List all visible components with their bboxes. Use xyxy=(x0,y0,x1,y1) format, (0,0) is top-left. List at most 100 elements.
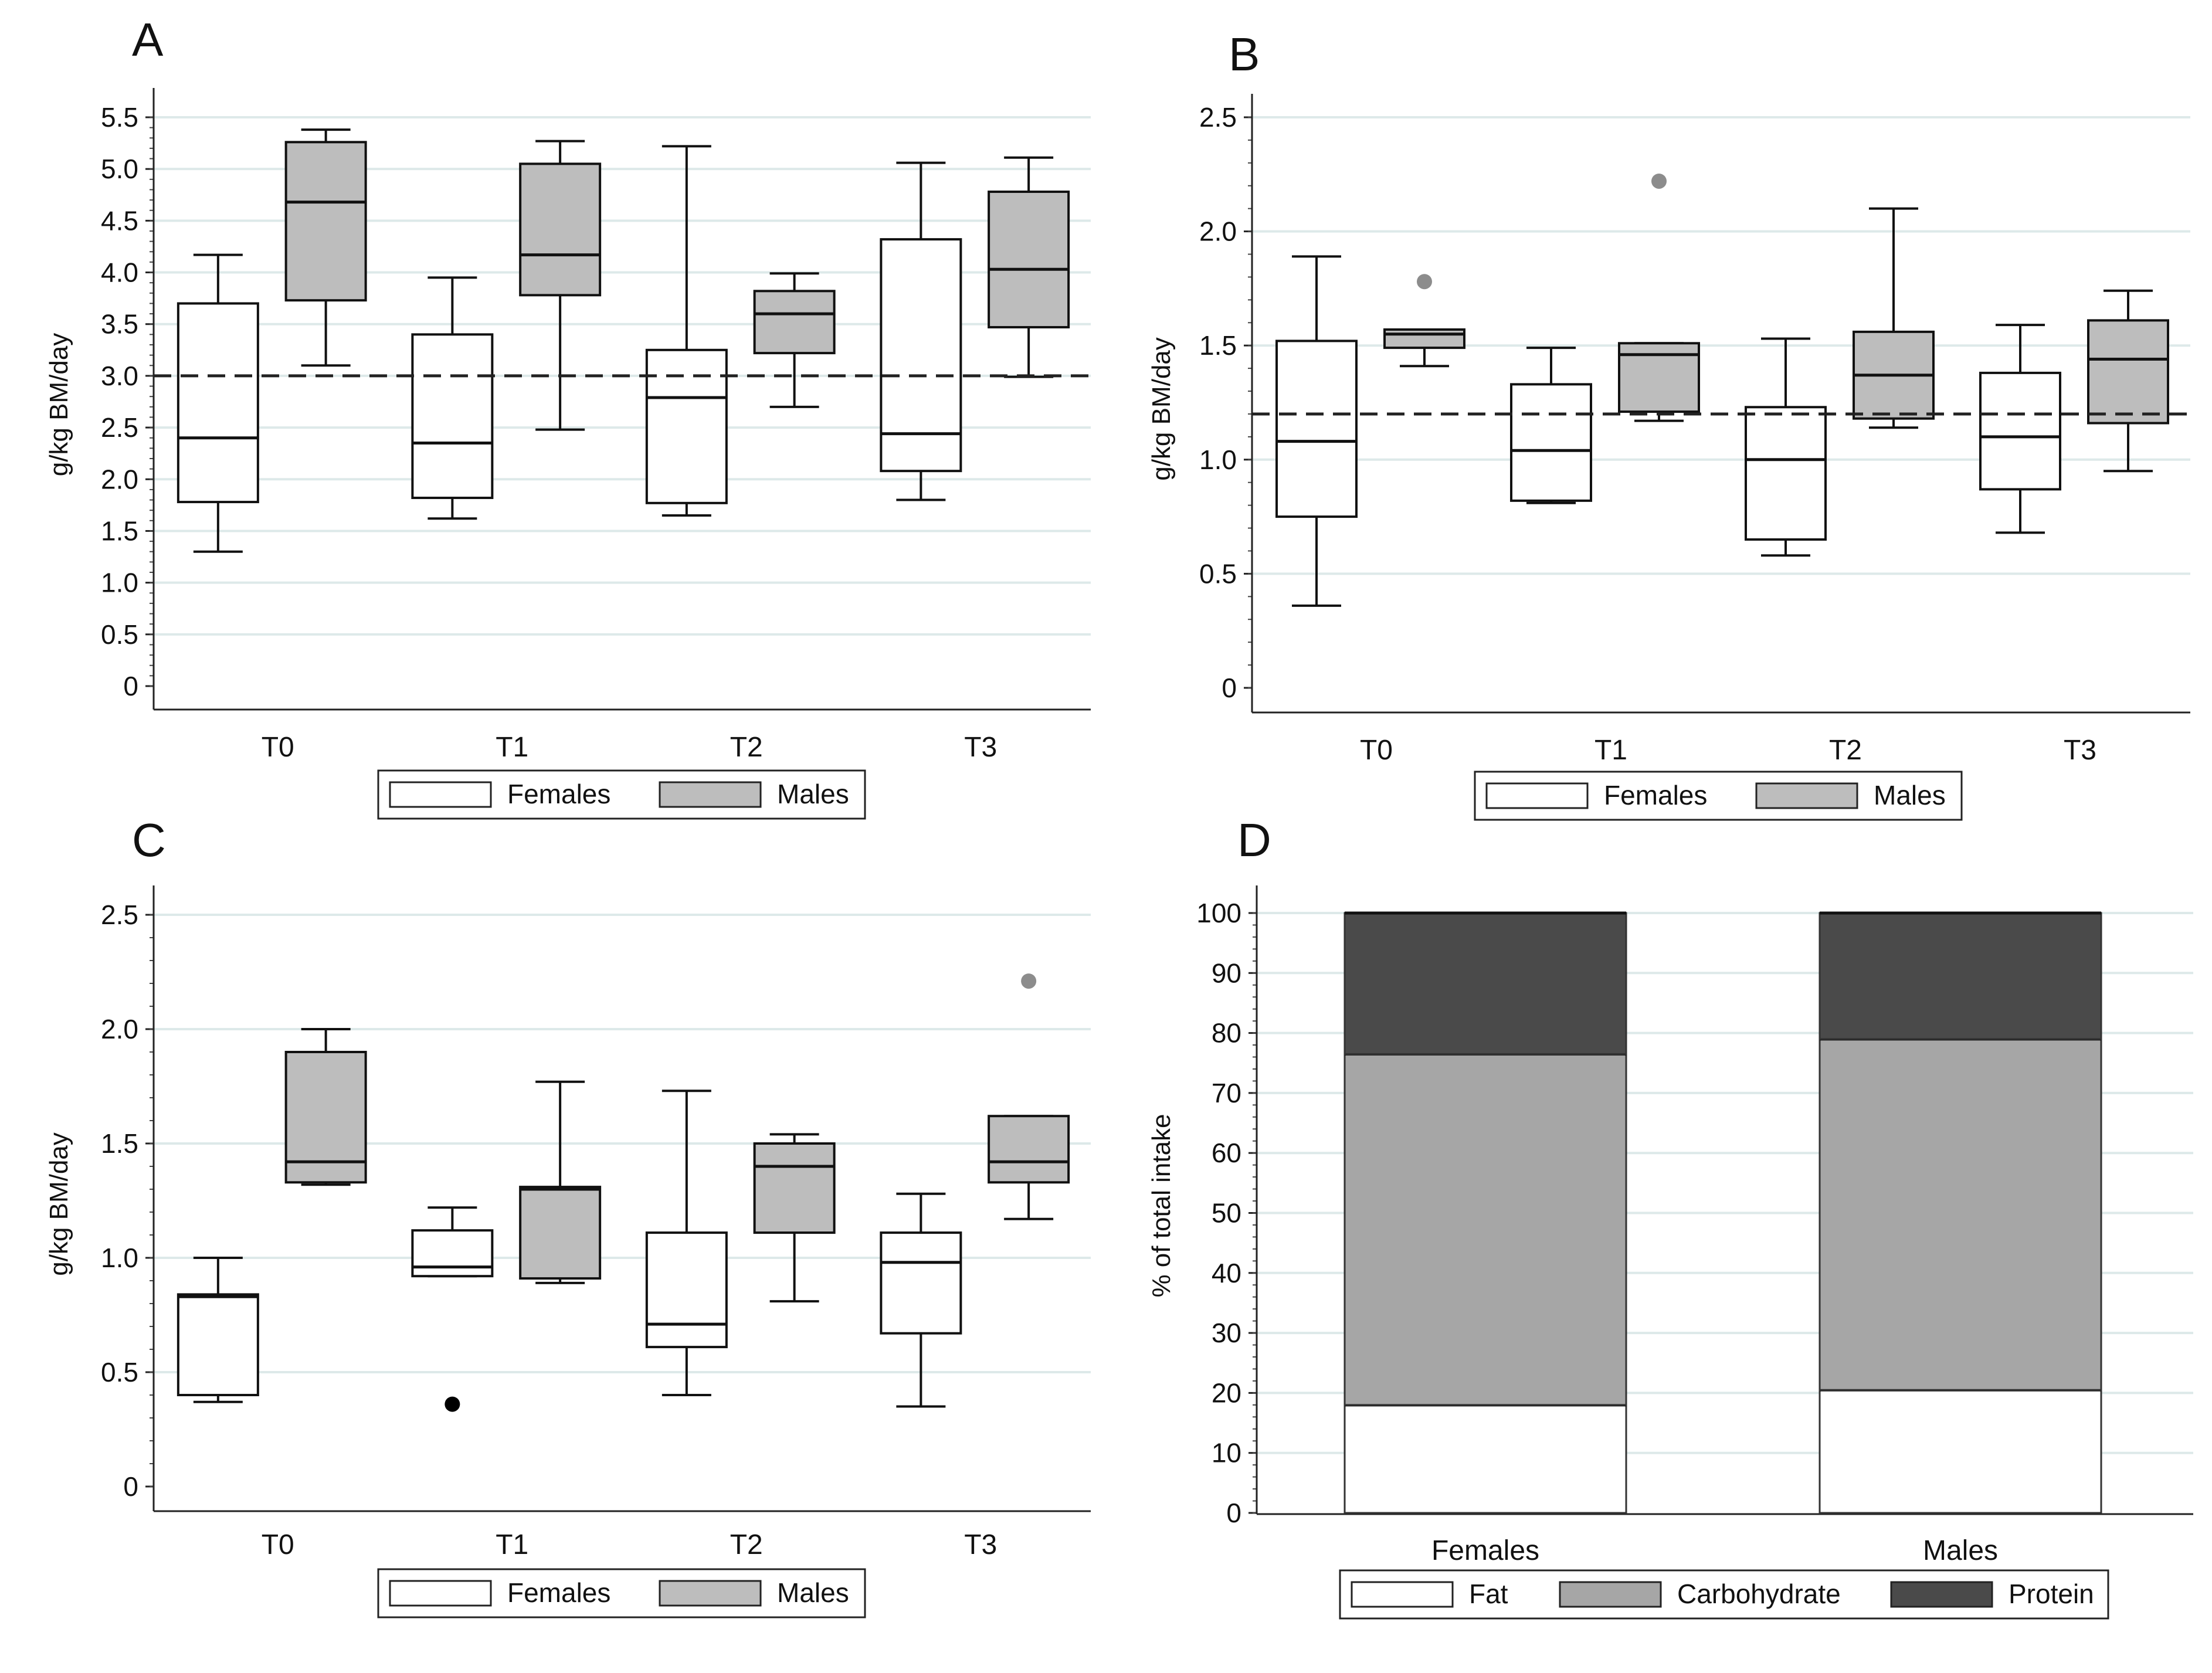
panel-letter: B xyxy=(1229,28,1260,80)
iqr-box xyxy=(1275,340,1358,518)
outlier-point xyxy=(1021,973,1037,989)
y-axis-label: g/kg BM/day xyxy=(45,1132,73,1276)
panel-b: B 0 0.5 1.0 1.5 2.0 2.5 g/kg BM/day T0 T1 T2 T3 Fema… xyxy=(1147,28,2190,821)
legend-label-females: Females xyxy=(507,1577,610,1608)
male-box-t2 xyxy=(753,272,836,408)
iqr-box xyxy=(177,302,259,504)
male-box-t1 xyxy=(1618,173,1700,422)
y-tick-label: 5.0 xyxy=(101,154,138,184)
bar-protein-males xyxy=(1819,912,2102,1040)
legend-label-protein: Protein xyxy=(2009,1579,2094,1609)
legend: Fat Carbohydrate Protein xyxy=(1339,1569,2109,1620)
bar-fat-males xyxy=(1819,1389,2102,1514)
panel-letter: A xyxy=(132,13,164,66)
y-tick-label: 70 xyxy=(1212,1078,1241,1108)
y-tick-label: 2.0 xyxy=(101,1014,138,1044)
female-box-t3 xyxy=(880,1192,962,1408)
iqr-box xyxy=(1745,406,1827,541)
y-tick-label: 40 xyxy=(1212,1258,1241,1288)
y-tick-label: 2.5 xyxy=(1199,102,1237,133)
female-box-t1 xyxy=(411,276,494,520)
y-tick-label: 2.0 xyxy=(1199,216,1237,247)
y-tick-label: 0.5 xyxy=(1199,558,1237,589)
y-tick-label: 1.5 xyxy=(101,1128,138,1159)
iqr-box xyxy=(177,1293,259,1396)
x-category-label: T0 xyxy=(1360,735,1393,766)
legend-swatch-males xyxy=(659,781,762,808)
outlier-point xyxy=(1417,274,1432,290)
iqr-box xyxy=(519,1186,602,1280)
x-category-label: T1 xyxy=(496,1529,528,1560)
x-category-label: T1 xyxy=(1594,735,1627,766)
y-tick-label: 30 xyxy=(1212,1318,1241,1348)
iqr-box xyxy=(645,1231,728,1349)
y-tick-label: 60 xyxy=(1212,1138,1241,1168)
female-box-t0 xyxy=(177,1257,259,1403)
iqr-box xyxy=(284,141,367,302)
y-tick-label: 50 xyxy=(1212,1198,1241,1229)
y-tick-label: 1.0 xyxy=(101,1243,138,1273)
iqr-box xyxy=(1383,328,1465,349)
female-box-t2 xyxy=(645,145,728,517)
x-category-label: T2 xyxy=(730,732,763,763)
legend-swatch-carbohydrate xyxy=(1559,1581,1662,1608)
bar-carbohydrate-females xyxy=(1344,1053,1627,1406)
legend-label-females: Females xyxy=(507,779,610,809)
legend-label-males: Males xyxy=(1874,780,1946,810)
iqr-box xyxy=(880,238,962,473)
iqr-box xyxy=(988,190,1070,329)
y-tick-label: 10 xyxy=(1212,1438,1241,1468)
y-tick-label: 2.5 xyxy=(101,412,138,443)
y-tick-label: 80 xyxy=(1212,1018,1241,1048)
outlier-point xyxy=(1651,173,1667,189)
iqr-box xyxy=(2087,319,2169,425)
x-category-label: Females xyxy=(1431,1535,1539,1566)
iqr-box xyxy=(1979,371,2061,491)
legend-swatch-protein xyxy=(1890,1581,1993,1608)
y-tick-label: 0 xyxy=(1222,673,1237,703)
y-axis-label: g/kg BM/day xyxy=(45,333,73,477)
iqr-box xyxy=(1510,383,1592,502)
y-tick-label: 20 xyxy=(1212,1377,1241,1408)
y-tick-label: 1.5 xyxy=(1199,330,1237,361)
y-tick-label: 2.5 xyxy=(101,900,138,930)
legend-label-fat: Fat xyxy=(1469,1579,1508,1609)
legend-swatch-females xyxy=(389,781,492,808)
iqr-box xyxy=(753,290,836,355)
y-tick-label: 0 xyxy=(1226,1498,1241,1528)
legend: Females Males xyxy=(377,1568,866,1618)
panel-c: C 0 0.5 1.0 1.5 2.0 2.5 g/kg BM/day T0 T1 T2 T3 Fema… xyxy=(45,814,1091,1618)
y-axis-label: % of total intake xyxy=(1147,1114,1176,1297)
y-tick-label: 90 xyxy=(1212,958,1241,988)
female-box-t3 xyxy=(1979,324,2061,534)
female-box-t0 xyxy=(177,253,259,553)
x-category-label: T1 xyxy=(496,732,528,763)
iqr-box xyxy=(645,348,728,504)
x-category-label: T0 xyxy=(262,732,294,763)
legend: Females Males xyxy=(1474,771,1963,821)
male-box-t0 xyxy=(284,1028,367,1186)
y-tick-label: 2.0 xyxy=(101,464,138,494)
panel-a: A 0 0.5 1.0 1.5 2.0 2.5 3.0 3.5 4.0 4.5 5.0 5.5 g/kg … xyxy=(45,13,1091,820)
y-tick-label: 3.5 xyxy=(101,309,138,340)
legend-label-males: Males xyxy=(777,779,849,809)
male-box-t0 xyxy=(284,128,367,367)
legend-swatch-males xyxy=(1755,782,1858,809)
legend-swatch-females xyxy=(1485,782,1589,809)
iqr-box xyxy=(988,1115,1070,1184)
bar-fat-females xyxy=(1344,1404,1627,1514)
y-tick-label: 0 xyxy=(123,671,138,701)
outlier-point xyxy=(445,1396,460,1412)
female-box-t2 xyxy=(645,1090,728,1396)
legend-swatch-fat xyxy=(1351,1581,1454,1608)
female-box-t0 xyxy=(1275,255,1358,607)
panel-letter: C xyxy=(132,814,166,866)
x-category-label: T0 xyxy=(262,1529,294,1560)
bar-protein-females xyxy=(1344,912,1627,1055)
y-tick-label: 3.0 xyxy=(101,361,138,391)
female-box-t1 xyxy=(1510,347,1592,504)
panel-d: D 0 10 20 30 40 50 60 70 80 90 100 % of total intake… xyxy=(1147,814,2193,1620)
y-tick-label: 0.5 xyxy=(101,1357,138,1387)
y-tick-label: 1.0 xyxy=(101,568,138,598)
iqr-box xyxy=(411,333,494,500)
